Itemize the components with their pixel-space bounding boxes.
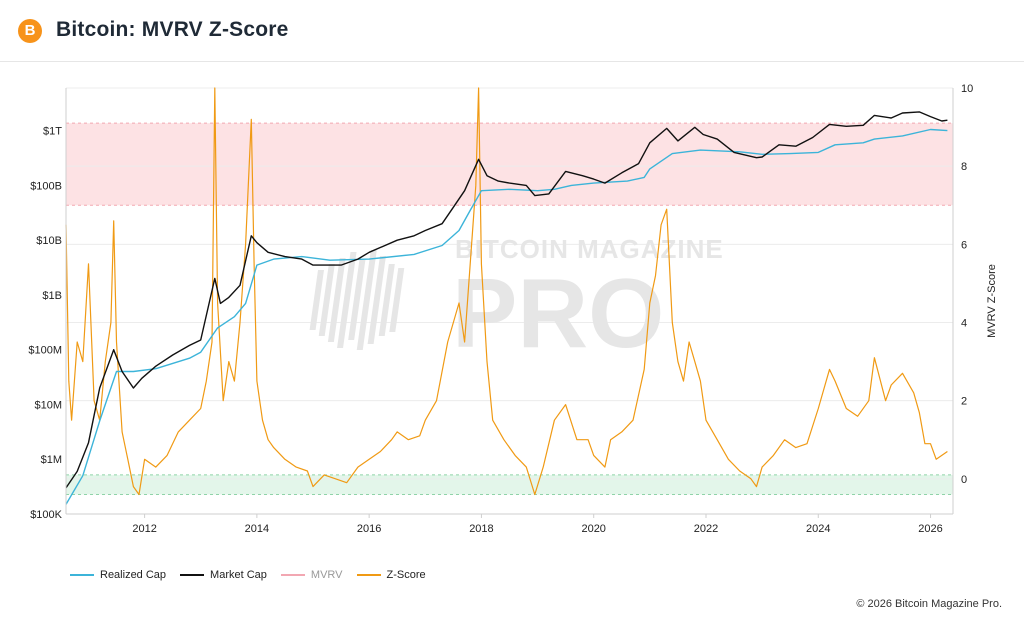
x-tick-label: 2022 <box>694 523 718 535</box>
left-tick-label: $10M <box>34 399 62 411</box>
left-tick-label: $100B <box>30 180 62 192</box>
x-tick-label: 2020 <box>581 523 605 535</box>
left-tick-label: $1M <box>41 454 62 466</box>
x-tick-label: 2016 <box>357 523 381 535</box>
legend-label: Z-Score <box>386 569 426 581</box>
right-tick-label: 2 <box>961 396 967 408</box>
page-header: B Bitcoin: MVRV Z-Score <box>0 0 1024 62</box>
legend-label: Market Cap <box>210 569 267 581</box>
watermark-line1: BITCOIN MAGAZINE <box>455 234 724 264</box>
legend-item-z-score[interactable]: Z-Score <box>356 569 426 581</box>
page-title: Bitcoin: MVRV Z-Score <box>56 18 289 41</box>
left-tick-label: $100K <box>30 509 62 521</box>
right-tick-label: 8 <box>961 161 967 173</box>
realized-cap-series <box>65 128 948 505</box>
market-cap-series <box>65 111 948 489</box>
legend-swatch <box>280 574 305 576</box>
left-tick-label: $10B <box>36 235 62 247</box>
legend-swatch <box>356 574 381 576</box>
high-zscore-band <box>66 123 953 206</box>
x-tick-label: 2018 <box>469 523 493 535</box>
legend-swatch <box>70 574 94 576</box>
left-tick-label: $100M <box>28 345 62 357</box>
right-axis-title: MVRV Z-Score <box>986 264 998 338</box>
left-tick-label: $1T <box>43 126 62 138</box>
legend-item-market-cap[interactable]: Market Cap <box>180 569 267 581</box>
right-tick-label: 4 <box>961 317 967 329</box>
watermark-line2: PRO <box>452 258 664 368</box>
bitcoin-logo-icon: B <box>18 19 42 43</box>
legend-item-mvrv[interactable]: MVRV <box>280 569 343 581</box>
legend-swatch <box>180 574 205 576</box>
right-tick-label: 10 <box>961 83 973 95</box>
watermark: BITCOIN MAGAZINE PRO <box>309 234 724 368</box>
low-zscore-band <box>66 474 953 495</box>
left-tick-label: $1B <box>42 290 62 302</box>
x-tick-label: 2012 <box>132 523 156 535</box>
legend-item-realized-cap[interactable]: Realized Cap <box>70 569 166 581</box>
x-tick-label: 2014 <box>245 523 269 535</box>
legend-label: MVRV <box>310 569 343 581</box>
right-tick-label: 0 <box>961 474 967 486</box>
chart: BITCOIN MAGAZINE PRO $100K $1M $10M $100M $1… <box>28 83 998 535</box>
right-tick-label: 6 <box>961 239 967 251</box>
legend-label: Realized Cap <box>100 569 167 581</box>
chart-legend: Realized Cap Market Cap MVRV Z-Score <box>70 568 440 582</box>
x-tick-label: 2024 <box>806 523 830 535</box>
copyright-footer: © 2026 Bitcoin Magazine Pro. <box>856 598 1002 610</box>
x-tick-label: 2026 <box>918 523 942 535</box>
z-score-series <box>65 87 948 496</box>
